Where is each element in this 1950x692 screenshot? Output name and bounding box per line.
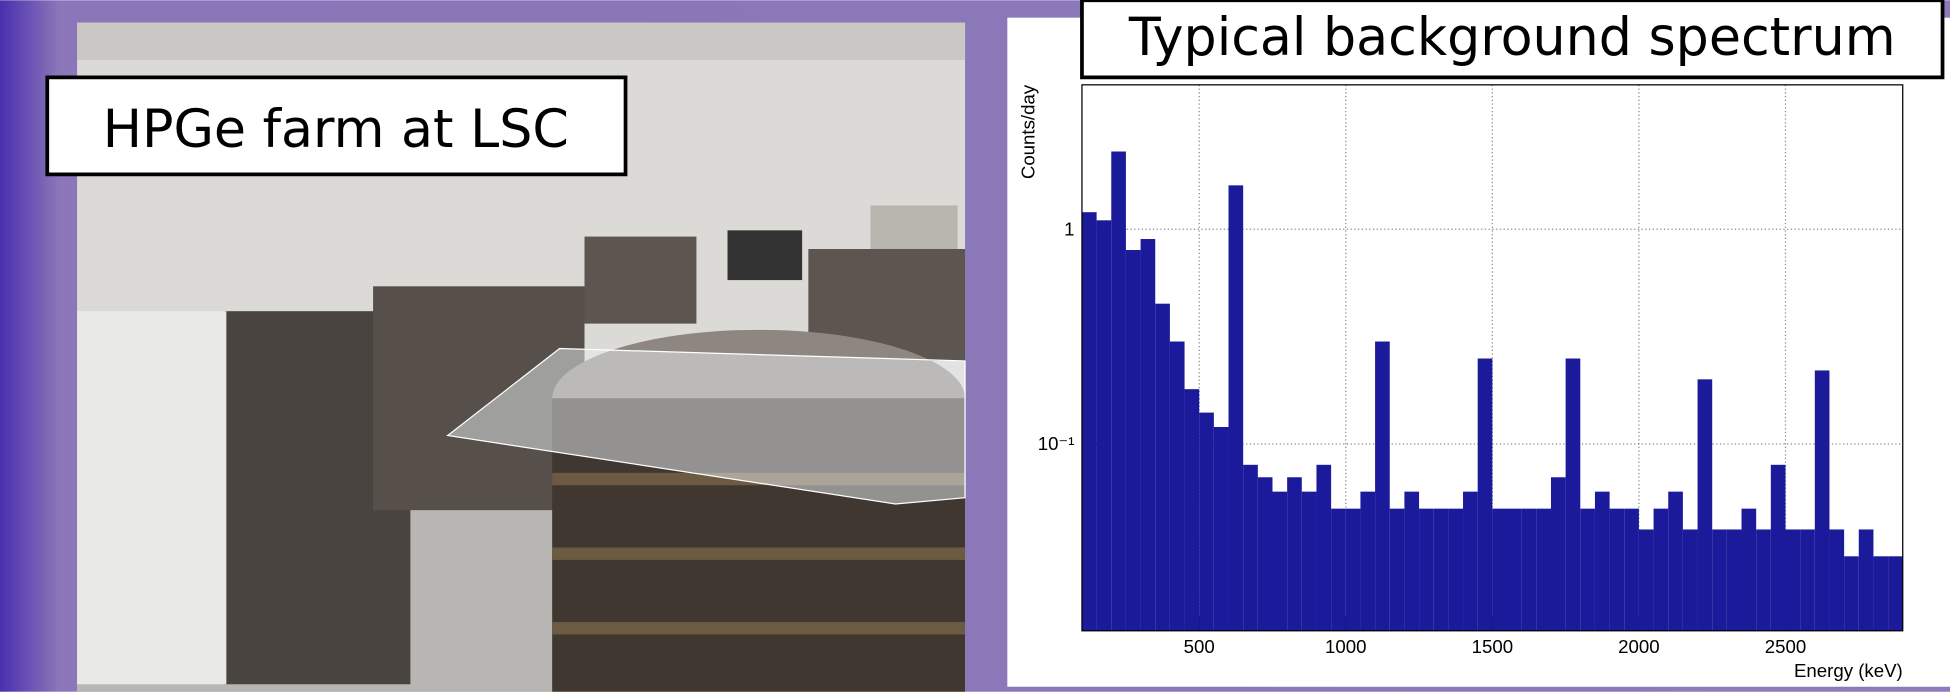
histogram-bar <box>1155 303 1170 631</box>
plot: 500 1000 1500 2000 2500 10⁻¹ 1 <box>1038 84 1904 657</box>
histogram-bar <box>1257 477 1273 631</box>
histogram-bar <box>1785 529 1801 631</box>
histogram-bar <box>1360 491 1376 631</box>
histogram-bar <box>1184 389 1200 631</box>
histogram-bar <box>1448 508 1464 631</box>
histogram-bar <box>1199 412 1214 631</box>
histogram-bar <box>1829 529 1845 631</box>
histogram-bar <box>1726 529 1742 631</box>
histogram-bar <box>1213 426 1229 631</box>
histogram-bar <box>1580 508 1595 631</box>
histogram-bar <box>1770 464 1786 631</box>
histogram-bar <box>1111 151 1126 631</box>
x-tick-label: 2500 <box>1765 636 1806 657</box>
plot-frame <box>1081 84 1904 632</box>
histogram-bar <box>1404 491 1420 631</box>
histogram-bar <box>1419 508 1434 631</box>
histogram-bar <box>1492 508 1508 631</box>
histogram-bar <box>1228 185 1244 631</box>
histogram-bar <box>1316 464 1332 631</box>
histogram-bar <box>1682 529 1698 631</box>
histogram-bar <box>1814 370 1830 631</box>
x-tick-label: 2000 <box>1618 636 1659 657</box>
histogram-bar <box>1873 556 1889 631</box>
photo-caption: HPGe farm at LSC <box>103 100 569 160</box>
y-tick-label: 1 <box>1064 218 1074 239</box>
histogram-bar <box>1272 491 1288 631</box>
histogram-bar <box>1844 556 1859 631</box>
histogram-bar <box>1858 529 1874 631</box>
histogram-bar <box>1081 212 1097 631</box>
histogram-bar <box>1624 508 1639 631</box>
histogram-bar <box>1301 491 1317 631</box>
x-tick-label: 1000 <box>1325 636 1366 657</box>
histogram-bar <box>1741 508 1757 631</box>
histogram-bar <box>1550 477 1566 631</box>
histogram-bar <box>1638 529 1654 631</box>
histogram-bar <box>1125 250 1141 631</box>
histogram-bar <box>1477 358 1493 631</box>
histogram-bar <box>1140 239 1156 631</box>
photo <box>77 22 966 692</box>
histogram-bar <box>1287 477 1302 631</box>
x-tick-label: 1500 <box>1472 636 1513 657</box>
x-tick-label: 500 <box>1184 636 1215 657</box>
histogram-bar <box>1565 358 1581 631</box>
y-axis-label: Counts/day <box>1018 84 1039 179</box>
chart-title: Typical background spectrum <box>1128 8 1896 68</box>
histogram-bar <box>1463 491 1478 631</box>
histogram-bar <box>1375 341 1390 631</box>
histogram-bar <box>1331 508 1346 631</box>
caption-box <box>45 75 628 177</box>
histogram-bar <box>1609 508 1625 631</box>
histogram-bar <box>1243 464 1258 631</box>
histogram-bar <box>1594 491 1610 631</box>
histogram-bar <box>1096 220 1112 631</box>
histogram-bar <box>1507 508 1522 631</box>
y-tick-label: 10⁻¹ <box>1038 433 1075 454</box>
histogram-bar <box>1169 341 1185 631</box>
histogram-bar <box>1345 508 1361 631</box>
histogram-bar <box>1697 379 1713 631</box>
histogram-bar <box>1521 508 1537 631</box>
histogram-bar <box>1888 556 1903 631</box>
histogram-bar <box>1653 508 1669 631</box>
x-axis-label: Energy (keV) <box>1794 660 1903 681</box>
histogram-bar <box>1800 529 1815 631</box>
title-box <box>1080 0 1945 80</box>
histogram-bar <box>1668 491 1683 631</box>
histogram-bar <box>1389 508 1405 631</box>
histogram-bar <box>1756 529 1771 631</box>
histogram-bar <box>1433 508 1449 631</box>
histogram-bar <box>1536 508 1551 631</box>
histogram-bar <box>1712 529 1727 631</box>
